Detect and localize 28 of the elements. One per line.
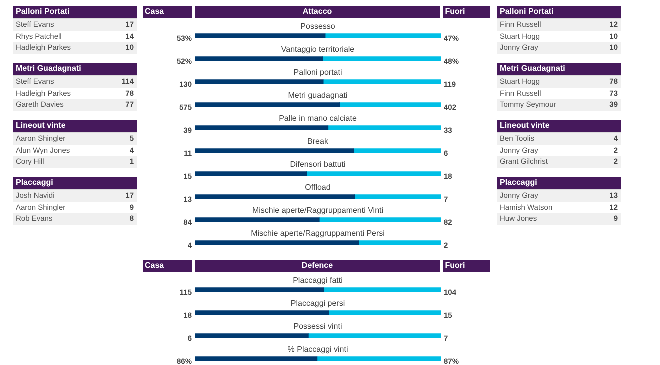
y-tick-label: Placcaggi fatti: [293, 276, 344, 286]
text: Lineout vinte: [13, 120, 137, 133]
y-tick-label: Palloni portati: [294, 68, 342, 78]
y-tick-label: Metri guadagnati: [288, 91, 348, 100]
chart-title: Defence: [194, 260, 440, 272]
text: Casa: [143, 6, 192, 18]
text: Placcaggi: [13, 177, 137, 190]
y-tick-label: Difensori battuti: [290, 160, 346, 170]
chart-title: Attacco: [194, 6, 440, 18]
text: Metri Guadagnati: [13, 63, 137, 76]
text: Palloni Portati: [497, 6, 621, 19]
y-tick-label: Break: [308, 137, 330, 146]
y-tick-label: % Placcaggi vinti: [288, 345, 348, 354]
text: Placcaggi: [497, 177, 621, 190]
y-tick-label: Vantaggio territoriale: [281, 45, 356, 54]
y-tick-label: Possessi vinti: [294, 322, 342, 332]
y-tick-label: Offload: [305, 183, 331, 192]
y-tick-label: Placcaggi persi: [290, 299, 346, 308]
y-tick-label: Palle in mano calciate: [279, 114, 358, 124]
text: Metri Guadagnati: [497, 63, 621, 76]
y-tick-label: Possesso: [300, 22, 336, 32]
text: Palloni Portati: [13, 6, 137, 19]
text: Casa: [143, 260, 192, 272]
y-tick-label: Mischie aperte/Raggruppamenti Persi: [251, 229, 386, 238]
text: Lineout vinte: [497, 120, 621, 133]
text: Fuori: [443, 6, 490, 18]
text: Fuori: [443, 260, 490, 272]
y-tick-label: Mischie aperte/Raggruppamenti Vinti: [252, 206, 384, 216]
